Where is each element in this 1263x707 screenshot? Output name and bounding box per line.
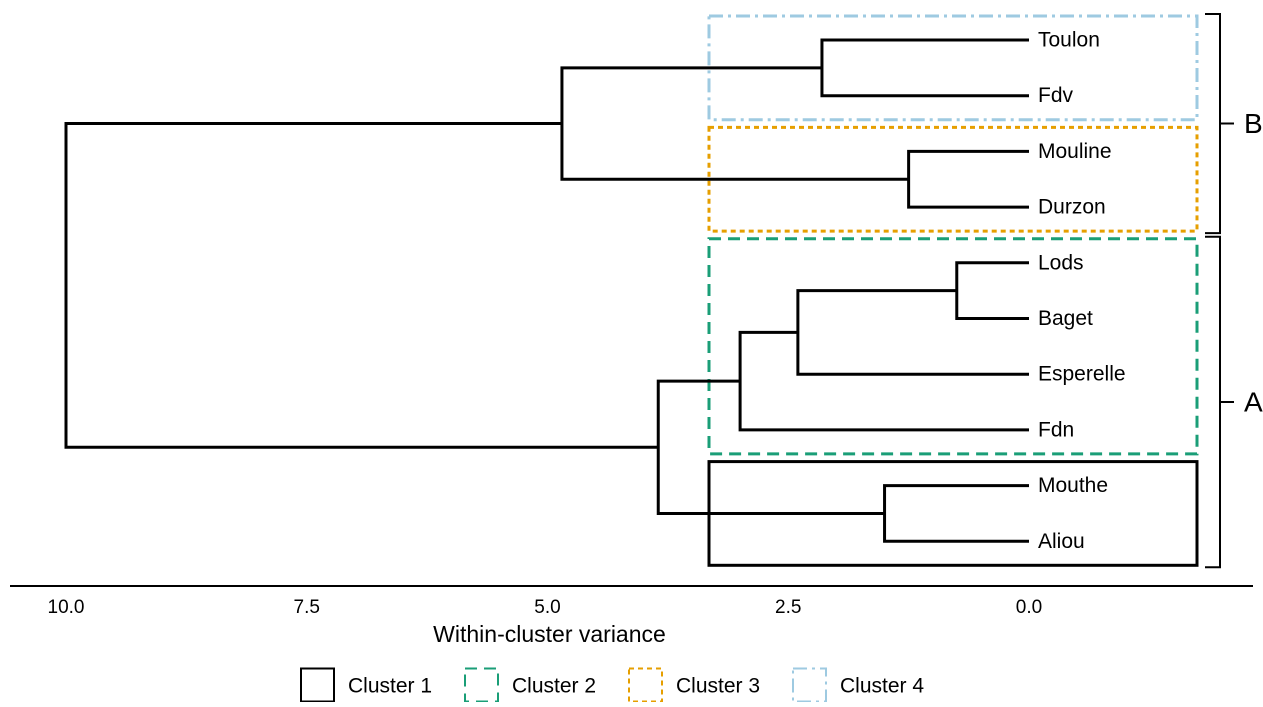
- cluster-box-cluster-4: [707, 14, 1199, 122]
- leaf-label-durzon: Durzon: [1038, 196, 1106, 219]
- leaf-label-lods: Lods: [1038, 251, 1084, 274]
- merge-link-toulon-fdv-mouline-durzon: [560, 66, 909, 181]
- leaf-label-fdn: Fdn: [1038, 418, 1074, 441]
- leaf-label-mouline: Mouline: [1038, 140, 1112, 163]
- leaf-label-fdv: Fdv: [1038, 84, 1074, 107]
- x-tick-label-2-5: 2.5: [775, 597, 801, 618]
- merge-link-lods-baget-esperelle: [796, 289, 1029, 376]
- x-tick-label-10-0: 10.0: [48, 597, 85, 618]
- legend-label-cluster-1: Cluster 1: [348, 675, 432, 698]
- legend-label-cluster-2: Cluster 2: [512, 675, 596, 698]
- x-tick-label-7-5: 7.5: [294, 597, 320, 618]
- legend-swatch-cluster-1: [300, 667, 335, 703]
- group-label-b: B: [1244, 108, 1263, 139]
- x-tick-label-0-0: 0.0: [1016, 597, 1042, 618]
- group-label-a: A: [1244, 387, 1263, 418]
- x-tick-label-5-0: 5.0: [534, 597, 560, 618]
- leaf-label-baget: Baget: [1038, 307, 1093, 330]
- legend-swatch-cluster-3: [628, 667, 663, 703]
- merge-link-lods-baget-esperelle-fdn-mouthe-aliou: [656, 379, 885, 515]
- x-axis-title: Within-cluster variance: [433, 621, 666, 647]
- cluster-box-cluster-3: [707, 125, 1199, 233]
- leaf-label-toulon: Toulon: [1038, 29, 1100, 52]
- group-bracket-a: [1205, 235, 1234, 569]
- merge-link-toulon-fdv: [820, 38, 1029, 98]
- legend-label-cluster-4: Cluster 4: [840, 675, 924, 698]
- group-bracket-b: [1205, 13, 1234, 235]
- leaf-label-aliou: Aliou: [1038, 530, 1085, 553]
- leaf-label-mouthe: Mouthe: [1038, 474, 1108, 497]
- legend-swatch-cluster-4: [792, 667, 827, 703]
- cluster-box-cluster-2: [707, 237, 1199, 456]
- merge-link-mouline-durzon: [907, 149, 1029, 209]
- legend-label-cluster-3: Cluster 3: [676, 675, 760, 698]
- merge-link-lods-baget-esperelle-fdn: [738, 330, 1029, 432]
- leaf-label-esperelle: Esperelle: [1038, 363, 1126, 386]
- merge-link-toulon-fdv-mouline-durzon-lods-baget-esperelle-fdn-mouthe-aliou: [64, 122, 659, 449]
- legend-swatch-cluster-2: [464, 667, 499, 703]
- merge-link-mouthe-aliou: [883, 484, 1029, 543]
- merge-link-lods-baget: [955, 261, 1029, 320]
